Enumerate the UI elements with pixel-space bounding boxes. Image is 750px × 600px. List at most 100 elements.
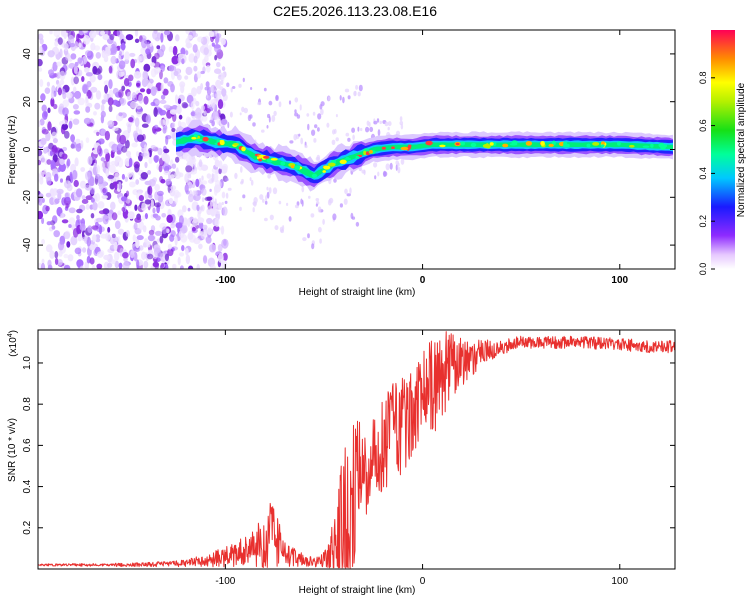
noise-cell bbox=[85, 203, 90, 210]
noise-cell bbox=[170, 223, 176, 229]
noise-cell bbox=[130, 100, 137, 109]
noise-cell bbox=[104, 46, 111, 57]
noise-cell bbox=[196, 204, 200, 212]
noise-cell bbox=[51, 188, 59, 196]
noise-cell bbox=[171, 163, 177, 169]
noise-cell bbox=[77, 57, 83, 64]
noise-cell bbox=[131, 142, 138, 148]
noise-cell bbox=[140, 38, 148, 49]
noise-cell bbox=[187, 174, 192, 179]
noise-cell bbox=[203, 110, 207, 116]
noise-cell bbox=[252, 122, 256, 127]
noise-cell bbox=[243, 107, 248, 114]
noise-cell bbox=[81, 195, 86, 200]
noise-cell bbox=[333, 178, 337, 183]
noise-cell bbox=[64, 180, 72, 189]
noise-cell bbox=[137, 55, 142, 64]
noise-cell bbox=[339, 95, 342, 101]
noise-cell bbox=[114, 172, 120, 179]
signal-peak bbox=[400, 146, 409, 151]
noise-cell bbox=[229, 111, 233, 118]
noise-cell bbox=[242, 194, 246, 199]
noise-cell bbox=[164, 253, 169, 262]
noise-cell bbox=[76, 214, 80, 221]
noise-cell bbox=[43, 169, 47, 175]
noise-cell bbox=[213, 44, 222, 53]
noise-cell bbox=[62, 107, 69, 116]
noise-cell bbox=[103, 188, 108, 196]
signal-peak bbox=[232, 143, 239, 146]
noise-cell bbox=[45, 244, 53, 253]
noise-cell bbox=[217, 244, 223, 252]
noise-cell bbox=[275, 95, 278, 101]
noise-cell bbox=[187, 34, 193, 40]
noise-cell bbox=[51, 225, 56, 230]
noise-cell bbox=[220, 118, 228, 125]
noise-cell bbox=[140, 172, 148, 180]
noise-cell bbox=[51, 131, 57, 140]
spectrogram-y-axis: -40 -20 0 20 40 bbox=[22, 48, 675, 252]
noise-cell bbox=[85, 195, 93, 201]
y-tick-label: -40 bbox=[22, 237, 33, 252]
noise-cell bbox=[302, 237, 307, 242]
noise-cell bbox=[150, 199, 155, 209]
noise-cell bbox=[111, 126, 119, 132]
noise-cell bbox=[141, 78, 148, 88]
noise-cell bbox=[168, 65, 175, 72]
signal-peak bbox=[470, 142, 477, 148]
noise-cell bbox=[327, 96, 331, 101]
noise-cell bbox=[146, 253, 154, 260]
noise-cell bbox=[156, 45, 161, 50]
noise-cell bbox=[174, 236, 178, 246]
noise-cell bbox=[38, 210, 44, 220]
noise-cell bbox=[300, 198, 303, 205]
noise-cell bbox=[133, 71, 142, 79]
noise-cell bbox=[73, 110, 81, 115]
noise-cell bbox=[215, 93, 218, 98]
noise-cell bbox=[172, 45, 178, 56]
noise-cell bbox=[169, 109, 178, 115]
colorbar: 0.0 0.2 0.4 0.6 0.8 Normalized spectral ampl… bbox=[698, 30, 747, 275]
noise-cell bbox=[126, 91, 132, 101]
noise-cell bbox=[70, 53, 77, 60]
noise-cell bbox=[75, 188, 83, 198]
signal-peak bbox=[241, 146, 246, 152]
noise-cell bbox=[193, 33, 198, 38]
noise-cell bbox=[319, 238, 322, 244]
noise-cell bbox=[80, 140, 84, 150]
noise-cell bbox=[177, 256, 181, 266]
noise-cell bbox=[78, 42, 82, 48]
noise-cell bbox=[53, 230, 60, 238]
noise-cell bbox=[160, 82, 165, 93]
noise-cell bbox=[210, 116, 213, 121]
noise-cell bbox=[141, 202, 147, 212]
noise-cell bbox=[49, 150, 54, 157]
noise-cell bbox=[358, 84, 363, 92]
noise-cell bbox=[357, 126, 360, 132]
noise-cell bbox=[121, 196, 127, 202]
noise-cell bbox=[125, 34, 134, 41]
noise-cell bbox=[41, 258, 45, 265]
noise-cell bbox=[257, 101, 262, 106]
noise-cell bbox=[105, 232, 111, 242]
noise-cell bbox=[69, 171, 73, 180]
noise-cell bbox=[193, 55, 198, 64]
noise-cell bbox=[312, 111, 316, 116]
signal-peak bbox=[502, 143, 509, 148]
signal-peak bbox=[270, 158, 278, 161]
noise-cell bbox=[250, 179, 254, 186]
noise-cell bbox=[68, 224, 72, 228]
noise-cell bbox=[78, 69, 83, 77]
noise-cell bbox=[397, 166, 401, 174]
noise-cell bbox=[70, 134, 75, 143]
noise-cell bbox=[188, 155, 196, 162]
noise-cell bbox=[77, 233, 83, 242]
noise-cell bbox=[234, 172, 238, 179]
snr-x-label: Height of straight line (km) bbox=[299, 585, 416, 596]
colorbar-tick-label: 0.0 bbox=[698, 263, 708, 276]
noise-cell bbox=[57, 87, 63, 96]
noise-cell bbox=[141, 215, 146, 221]
noise-cell bbox=[41, 157, 46, 163]
noise-cell bbox=[136, 235, 144, 241]
noise-cell bbox=[220, 38, 226, 46]
